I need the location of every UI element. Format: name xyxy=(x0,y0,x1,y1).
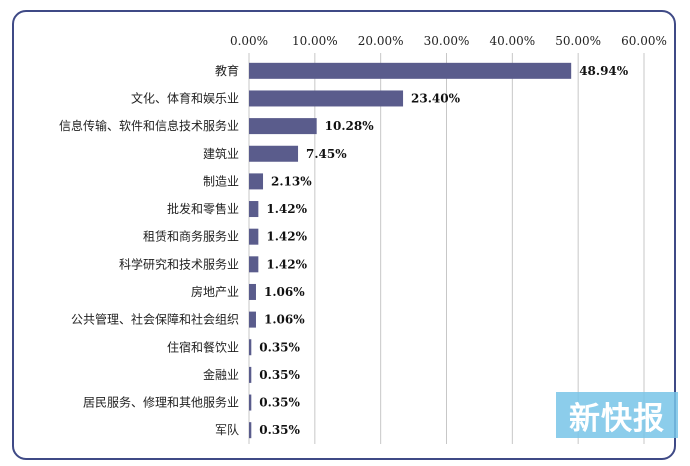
data-label: 1.42% xyxy=(266,257,307,271)
x-tick-label: 30.00% xyxy=(424,34,470,48)
data-label: 1.06% xyxy=(264,313,305,327)
data-label: 0.35% xyxy=(259,340,300,354)
bar xyxy=(249,201,259,218)
x-tick-label: 0.00% xyxy=(230,34,268,48)
data-label: 0.35% xyxy=(259,423,300,437)
x-tick-label: 40.00% xyxy=(489,34,535,48)
bar xyxy=(249,283,256,300)
category-label: 居民服务、修理和其他服务业 xyxy=(83,395,239,410)
data-label: 1.42% xyxy=(266,202,307,216)
data-label: 0.35% xyxy=(259,396,300,410)
category-label: 信息传输、软件和信息技术服务业 xyxy=(59,118,239,133)
data-label: 1.06% xyxy=(264,285,305,299)
category-label: 金融业 xyxy=(203,367,239,382)
category-label: 公共管理、社会保障和社会组织 xyxy=(71,312,239,327)
category-label: 文化、体育和娱乐业 xyxy=(131,90,239,105)
x-tick-label: 20.00% xyxy=(358,34,404,48)
data-label: 1.42% xyxy=(266,230,307,244)
bar xyxy=(249,228,259,245)
data-label: 23.40% xyxy=(411,91,461,105)
chart-frame xyxy=(12,10,676,460)
data-label: 7.45% xyxy=(306,147,347,161)
category-label: 房地产业 xyxy=(191,284,239,299)
category-label: 教育 xyxy=(215,63,239,78)
bar xyxy=(249,311,256,328)
category-label: 军队 xyxy=(215,422,239,437)
category-label: 科学研究和技术服务业 xyxy=(119,256,239,271)
bar xyxy=(249,145,299,162)
category-label: 住宿和餐饮业 xyxy=(167,339,239,354)
bar xyxy=(249,394,252,411)
bar xyxy=(249,118,317,135)
category-label: 批发和零售业 xyxy=(167,201,239,216)
category-label: 租赁和商务服务业 xyxy=(143,229,239,244)
x-tick-label: 50.00% xyxy=(555,34,601,48)
category-label: 建筑业 xyxy=(203,146,239,161)
bar xyxy=(249,62,572,79)
bar xyxy=(249,256,259,273)
x-tick-label: 10.00% xyxy=(292,34,338,48)
bar xyxy=(249,366,252,383)
data-label: 48.94% xyxy=(579,64,629,78)
data-label: 10.28% xyxy=(325,119,375,133)
category-label: 制造业 xyxy=(203,174,239,188)
bar xyxy=(249,90,404,107)
bar xyxy=(249,339,252,356)
watermark-text: 新快报 xyxy=(569,400,665,437)
data-label: 2.13% xyxy=(271,174,312,188)
data-label: 0.35% xyxy=(259,368,300,382)
watermark-logo: 新快报 xyxy=(556,392,678,438)
bar xyxy=(249,173,264,190)
bar xyxy=(249,422,252,439)
x-tick-label: 60.00% xyxy=(621,34,667,48)
